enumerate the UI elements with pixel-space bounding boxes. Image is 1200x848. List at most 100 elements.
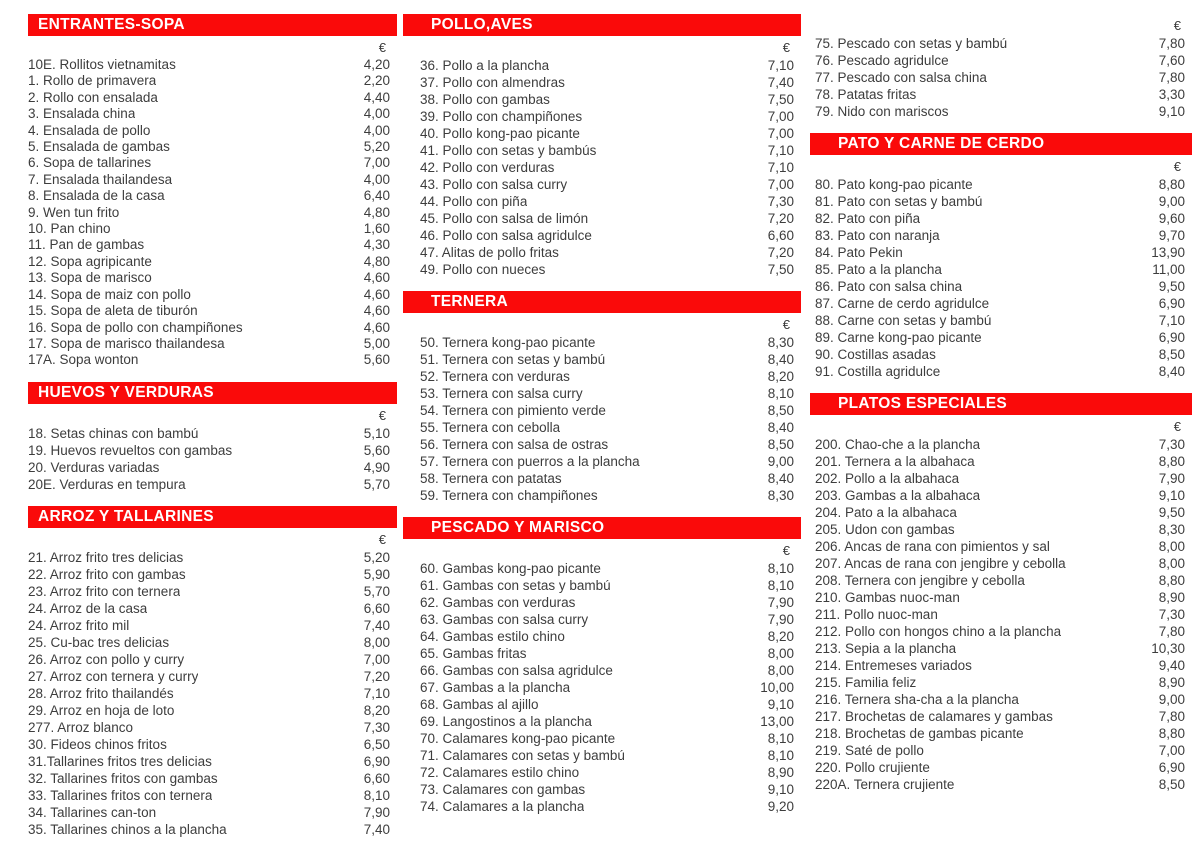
menu-item-price: 6,90 (363, 753, 390, 769)
menu-item-name: 204. Pato a la albahaca (815, 505, 957, 520)
menu-item-price: 9,70 (1158, 228, 1185, 243)
menu-item-row: 71. Calamares con setas y bambú 8,10 (420, 747, 801, 764)
menu-item-row: 38. Pollo con gambas 7,50 (420, 91, 801, 108)
menu-item-name: 202. Pollo a la albahaca (815, 471, 960, 486)
menu-item-price: 7,00 (767, 177, 794, 192)
menu-item-name: 20E. Verduras en tempura (28, 476, 186, 492)
menu-item-name: 57. Ternera con puerros a la plancha (420, 454, 640, 469)
menu-item-name: 72. Calamares estilo chino (420, 765, 580, 780)
menu-item-name: 7. Ensalada thailandesa (28, 171, 173, 187)
menu-item-name: 73. Calamares con gambas (420, 782, 586, 797)
menu-item-name: 78. Patatas fritas (815, 87, 917, 102)
menu-item-name: 90. Costillas asadas (815, 347, 936, 362)
menu-item-row: 64. Gambas estilo chino 8,20 (420, 628, 801, 645)
menu-item-price: 8,10 (767, 578, 794, 593)
menu-item-price: 5,60 (363, 442, 390, 458)
menu-item-row: 44. Pollo con piña 7,30 (420, 193, 801, 210)
menu-item-name: 216. Ternera sha-cha a la plancha (815, 692, 1019, 707)
menu-item-name: 2. Rollo con ensalada (28, 89, 158, 105)
menu-item-name: 51. Ternera con setas y bambú (420, 352, 606, 367)
menu-item-row: 213. Sepia a la plancha 10,30 (815, 640, 1192, 657)
menu-item-price: 7,90 (363, 804, 390, 820)
euro-symbol: € (782, 543, 790, 558)
menu-item-price: 6,90 (1158, 760, 1185, 775)
menu-item-row: 3. Ensalada china 4,00 (28, 106, 397, 122)
menu-item-row: 70. Calamares kong-pao picante 8,10 (420, 730, 801, 747)
menu-item-row: 46. Pollo con salsa agridulce 6,60 (420, 227, 801, 244)
menu-item-row: 62. Gambas con verduras 7,90 (420, 594, 801, 611)
menu-item-row: 31.Tallarines fritos tres delicias 6,90 (28, 753, 397, 770)
menu-item-price: 7,10 (767, 58, 794, 73)
menu-section: TERNERA € 50. Ternera kong-pao picante 8… (403, 291, 801, 504)
menu-item-row: 207. Ancas de rana con jengibre y ceboll… (815, 555, 1192, 572)
menu-item-row: 12. Sopa agripicante 4,80 (28, 254, 397, 270)
menu-item-name: 18. Setas chinas con bambú (28, 425, 199, 441)
menu-item-row: 2. Rollo con ensalada 4,40 (28, 90, 397, 106)
menu-item-name: 12. Sopa agripicante (28, 253, 152, 269)
menu-item-name: 59. Ternera con champiñones (420, 488, 598, 503)
menu-item-price: 4,80 (363, 253, 390, 269)
menu-item-name: 211. Pollo nuoc-man (815, 607, 938, 622)
euro-symbol: € (782, 317, 790, 332)
menu-item-name: 87. Carne de cerdo agridulce (815, 296, 990, 311)
menu-item-price: 4,00 (363, 106, 390, 122)
menu-item-price: 4,60 (363, 286, 390, 302)
menu-item-name: 79. Nido con mariscos (815, 104, 949, 119)
menu-item-price: 5,10 (363, 425, 390, 441)
menu-item-name: 17A. Sopa wonton (28, 352, 139, 368)
menu-item-name: 213. Sepia a la plancha (815, 641, 957, 656)
menu-item-row: 33. Tallarines fritos con ternera 8,10 (28, 787, 397, 804)
menu-item-row: 39. Pollo con champiñones 7,00 (420, 108, 801, 125)
euro-symbol: € (378, 531, 386, 547)
menu-item-price: 8,10 (363, 787, 390, 803)
menu-item-price: 9,20 (767, 799, 794, 814)
menu-item-price: 7,80 (1158, 36, 1185, 51)
menu-item-row: 17. Sopa de marisco thailandesa 5,00 (28, 336, 397, 352)
menu-item-row: 16. Sopa de pollo con champiñones 4,60 (28, 320, 397, 336)
menu-item-price: 8,40 (767, 471, 794, 486)
menu-item-name: 4. Ensalada de pollo (28, 122, 151, 138)
menu-item-row: 202. Pollo a la albahaca 7,90 (815, 470, 1192, 487)
menu-item-price: 5,20 (363, 549, 390, 565)
menu-item-price: 4,20 (363, 57, 390, 72)
menu-item-price: 8,90 (1158, 590, 1185, 605)
menu-item-name: 27. Arroz con ternera y curry (28, 668, 199, 684)
menu-item-row: 1. Rollo de primavera 2,20 (28, 73, 397, 89)
section-title: TERNERA (431, 293, 509, 310)
menu-item-name: 33. Tallarines fritos con ternera (28, 787, 213, 803)
menu-item-row: 7. Ensalada thailandesa 4,00 (28, 172, 397, 188)
menu-item-name: 84. Pato Pekin (815, 245, 903, 260)
menu-item-name: 71. Calamares con setas y bambú (420, 748, 625, 763)
menu-item-price: 6,60 (767, 228, 794, 243)
section-title: ENTRANTES-SOPA (38, 16, 185, 33)
menu-item-row: 18. Setas chinas con bambú 5,10 (28, 425, 397, 442)
menu-item-row: 42. Pollo con verduras 7,10 (420, 159, 801, 176)
section-title: HUEVOS Y VERDURAS (38, 383, 214, 401)
euro-symbol: € (1173, 159, 1181, 174)
menu-item-row: 9. Wen tun frito 4,80 (28, 205, 397, 221)
menu-item-name: 69. Langostinos a la plancha (420, 714, 592, 729)
menu-item-name: 15. Sopa de aleta de tiburón (28, 303, 198, 319)
menu-item-price: 9,40 (1158, 658, 1185, 673)
menu-item-name: 85. Pato a la plancha (815, 262, 942, 277)
menu-item-row: 45. Pollo con salsa de limón 7,20 (420, 210, 801, 227)
menu-item-price: 8,90 (1158, 675, 1185, 690)
menu-item-row: 56. Ternera con salsa de ostras 8,50 (420, 436, 801, 453)
menu-item-name: 45. Pollo con salsa de limón (420, 211, 589, 226)
menu-item-row: 26. Arroz con pollo y curry 7,00 (28, 651, 397, 668)
menu-item-name: 9. Wen tun frito (28, 204, 120, 220)
menu-item-row: 32. Tallarines fritos con gambas 6,60 (28, 770, 397, 787)
menu-item-row: 206. Ancas de rana con pimientos y sal 8… (815, 538, 1192, 555)
menu-item-name: 36. Pollo a la plancha (420, 58, 550, 73)
euro-symbol: € (378, 40, 386, 55)
menu-item-name: 217. Brochetas de calamares y gambas (815, 709, 1053, 724)
menu-item-name: 42. Pollo con verduras (420, 160, 555, 175)
menu-item-row: 24. Arroz frito mil 7,40 (28, 617, 397, 634)
menu-item-price: 4,80 (363, 204, 390, 220)
menu-item-name: 88. Carne con setas y bambú (815, 313, 992, 328)
menu-item-row: 66. Gambas con salsa agridulce 8,00 (420, 662, 801, 679)
menu-item-name: 208. Ternera con jengibre y cebolla (815, 573, 1025, 588)
menu-item-name: 210. Gambas nuoc-man (815, 590, 960, 605)
menu-item-row: 65. Gambas fritas 8,00 (420, 645, 801, 662)
menu-item-price: 8,30 (767, 488, 794, 503)
